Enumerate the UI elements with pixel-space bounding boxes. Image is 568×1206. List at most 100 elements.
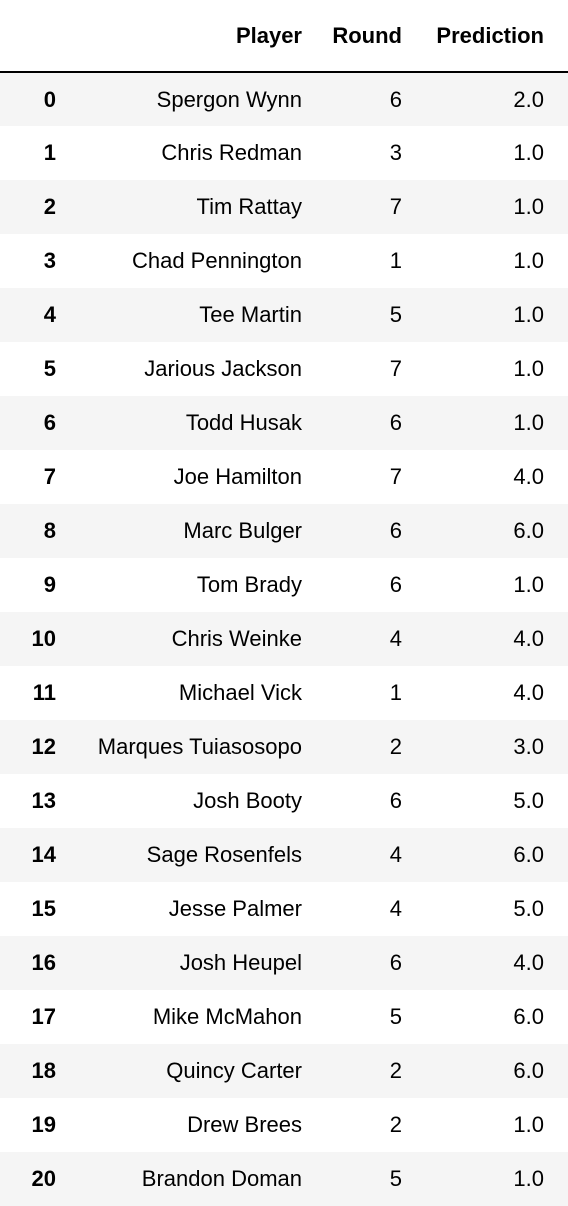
table-body: 0 Spergon Wynn 6 2.0 1 Chris Redman 3 1.0 2 Tim R… (0, 72, 568, 1206)
row-index: 12 (31, 734, 56, 759)
player-cell: Marc Bulger (183, 518, 302, 543)
round-cell: 7 (389, 356, 402, 381)
table-row: 8 Marc Bulger 6 6.0 (0, 504, 568, 558)
round-cell: 6 (389, 518, 402, 543)
round-cell: 1 (389, 248, 402, 273)
prediction-cell: 4.0 (513, 950, 544, 975)
round-cell: 6 (389, 788, 402, 813)
round-cell: 6 (389, 410, 402, 435)
prediction-cell: 1.0 (513, 302, 544, 327)
player-cell: Sage Rosenfels (146, 842, 302, 867)
player-cell: Tee Martin (199, 302, 302, 327)
row-spacer (544, 720, 568, 774)
table-row: 4 Tee Martin 5 1.0 (0, 288, 568, 342)
prediction-cell: 5.0 (513, 896, 544, 921)
table-row: 3 Chad Pennington 1 1.0 (0, 234, 568, 288)
prediction-cell: 6.0 (513, 1058, 544, 1083)
table-row: 2 Tim Rattay 7 1.0 (0, 180, 568, 234)
player-cell: Joe Hamilton (173, 464, 302, 489)
prediction-cell: 6.0 (513, 518, 544, 543)
row-index: 2 (43, 194, 56, 219)
row-spacer (544, 1152, 568, 1206)
player-cell: Marques Tuiasosopo (97, 734, 302, 759)
table-row: 7 Joe Hamilton 7 4.0 (0, 450, 568, 504)
round-cell: 5 (389, 1166, 402, 1191)
row-spacer (544, 504, 568, 558)
player-cell: Tom Brady (196, 572, 302, 597)
row-spacer (544, 666, 568, 720)
table-row: 6 Todd Husak 6 1.0 (0, 396, 568, 450)
row-spacer (544, 1044, 568, 1098)
table-row: 5 Jarious Jackson 7 1.0 (0, 342, 568, 396)
round-cell: 7 (389, 464, 402, 489)
table-row: 11 Michael Vick 1 4.0 (0, 666, 568, 720)
row-spacer (544, 234, 568, 288)
player-cell: Chris Weinke (171, 626, 302, 651)
table-row: 19 Drew Brees 2 1.0 (0, 1098, 568, 1152)
player-cell: Chris Redman (161, 140, 302, 165)
player-cell: Todd Husak (185, 410, 302, 435)
round-cell: 3 (389, 140, 402, 165)
prediction-cell: 1.0 (513, 248, 544, 273)
round-cell: 4 (389, 626, 402, 651)
row-index: 3 (43, 248, 56, 273)
table-row: 13 Josh Booty 6 5.0 (0, 774, 568, 828)
row-spacer (544, 774, 568, 828)
round-cell: 2 (389, 734, 402, 759)
row-index: 1 (43, 140, 56, 165)
player-cell: Brandon Doman (141, 1166, 302, 1191)
prediction-cell: 5.0 (513, 788, 544, 813)
player-cell: Jesse Palmer (168, 896, 302, 921)
row-index: 7 (43, 464, 56, 489)
prediction-cell: 1.0 (513, 1166, 544, 1191)
prediction-cell: 4.0 (513, 680, 544, 705)
prediction-cell: 1.0 (513, 410, 544, 435)
row-index: 14 (31, 842, 56, 867)
row-spacer (544, 612, 568, 666)
round-cell: 5 (389, 1004, 402, 1029)
player-cell: Josh Heupel (179, 950, 302, 975)
row-index: 0 (43, 86, 56, 112)
table-row: 20 Brandon Doman 5 1.0 (0, 1152, 568, 1206)
round-cell: 6 (389, 572, 402, 597)
prediction-cell: 1.0 (513, 140, 544, 165)
prediction-cell: 1.0 (513, 194, 544, 219)
table-header: Player Round Prediction (0, 0, 568, 73)
round-cell: 7 (389, 194, 402, 219)
table-row: 18 Quincy Carter 2 6.0 (0, 1044, 568, 1098)
row-index: 19 (31, 1112, 56, 1137)
header-row: Player Round Prediction (0, 0, 568, 73)
column-header-player: Player (56, 0, 302, 73)
player-cell: Josh Booty (193, 788, 302, 813)
row-index: 20 (31, 1166, 56, 1191)
round-cell: 4 (389, 896, 402, 921)
table-row: 10 Chris Weinke 4 4.0 (0, 612, 568, 666)
prediction-cell: 4.0 (513, 626, 544, 651)
row-index: 4 (43, 302, 56, 327)
table-row: 16 Josh Heupel 6 4.0 (0, 936, 568, 990)
row-index: 17 (31, 1004, 56, 1029)
row-spacer (544, 828, 568, 882)
row-index: 8 (43, 518, 56, 543)
prediction-cell: 6.0 (513, 1004, 544, 1029)
row-index: 5 (43, 356, 56, 381)
row-index: 10 (31, 626, 56, 651)
round-cell: 6 (389, 86, 402, 112)
row-index: 15 (31, 896, 56, 921)
row-spacer (544, 558, 568, 612)
player-cell: Drew Brees (187, 1112, 302, 1137)
player-cell: Chad Pennington (131, 248, 302, 273)
column-header-round: Round (302, 0, 402, 73)
row-index: 18 (31, 1058, 56, 1083)
row-index: 13 (31, 788, 56, 813)
table-row: 1 Chris Redman 3 1.0 (0, 126, 568, 180)
row-spacer (544, 342, 568, 396)
player-cell: Tim Rattay (196, 194, 302, 219)
prediction-cell: 2.0 (513, 86, 544, 112)
row-spacer (544, 180, 568, 234)
table-row: 14 Sage Rosenfels 4 6.0 (0, 828, 568, 882)
row-spacer (544, 126, 568, 180)
table-row: 15 Jesse Palmer 4 5.0 (0, 882, 568, 936)
round-cell: 5 (389, 302, 402, 327)
